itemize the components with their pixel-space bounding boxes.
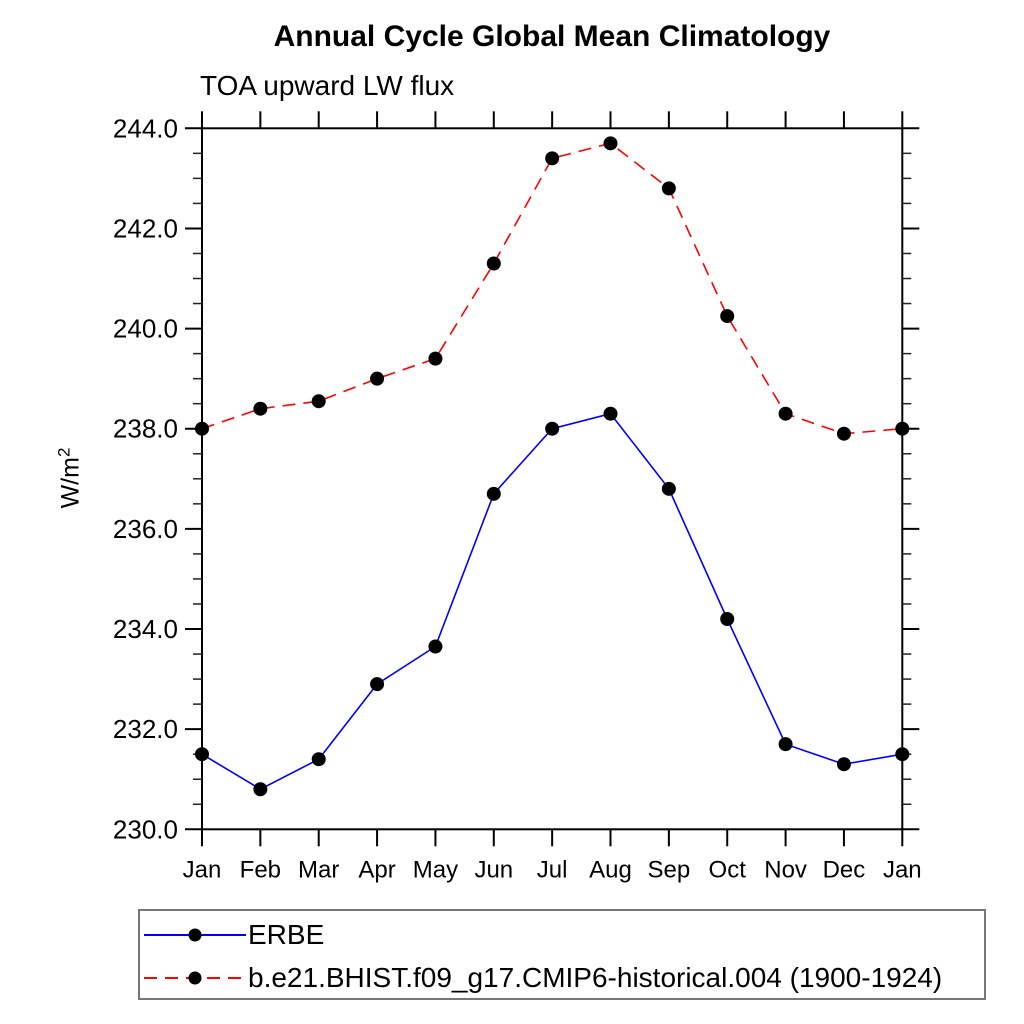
x-tick-label: Aug [589, 856, 632, 883]
data-point-marker [486, 256, 501, 271]
y-axis-label: W/m2 [54, 448, 85, 509]
data-point-marker [836, 426, 851, 441]
data-point-marker [661, 481, 676, 496]
data-point-marker [195, 421, 209, 436]
y-axis-label-text: W/m [56, 457, 85, 509]
legend-item-1: b.e21.BHIST.f09_g17.CMIP6-historical.004… [144, 956, 984, 999]
series-line-0 [201, 412, 903, 791]
data-point-marker [428, 639, 443, 654]
legend-label: b.e21.BHIST.f09_g17.CMIP6-historical.004… [248, 961, 943, 993]
x-tick-label: Jun [474, 856, 513, 883]
series-line-1 [201, 142, 903, 435]
data-point-marker [428, 351, 443, 366]
x-tick-label: Sep [648, 856, 691, 883]
x-tick-label: Nov [764, 856, 807, 883]
data-point-marker [720, 612, 735, 626]
legend-item-0: ERBE [144, 913, 984, 956]
legend-marker [188, 971, 202, 984]
data-point-marker [603, 136, 618, 151]
data-point-marker [545, 421, 560, 436]
data-point-marker [370, 677, 385, 692]
legend-line-sample [144, 971, 246, 984]
x-tick-label: Oct [709, 856, 747, 883]
y-tick-label: 238.0 [113, 414, 178, 444]
x-tick-label: Jul [537, 856, 568, 883]
chart-title: Annual Cycle Global Mean Climatology [273, 20, 831, 53]
data-point-marker [720, 309, 735, 324]
x-tick-label: Jan [183, 856, 222, 883]
x-tick-label: Dec [823, 856, 866, 883]
data-point-marker [778, 737, 793, 752]
y-tick-label: 234.0 [113, 614, 178, 644]
data-point-marker [253, 782, 268, 797]
x-tick-label: Feb [240, 856, 281, 883]
data-point-marker [195, 747, 209, 762]
x-tick-label: Apr [358, 856, 395, 883]
data-point-marker [778, 406, 793, 421]
legend-marker [188, 928, 202, 941]
y-axis-label-superscript: 2 [54, 447, 74, 458]
y-tick-label: 230.0 [113, 814, 178, 844]
data-point-marker [603, 406, 618, 421]
data-point-marker [836, 757, 851, 772]
y-tick-label: 236.0 [113, 514, 178, 544]
data-point-marker [311, 752, 326, 767]
legend-label: ERBE [248, 918, 325, 950]
legend-line-sample [144, 928, 246, 941]
legend-box: ERBE b.e21.BHIST.f09_g17.CMIP6-historical… [138, 909, 986, 1000]
data-point-marker [661, 181, 676, 196]
data-point-marker [253, 401, 268, 416]
y-tick-label: 244.0 [113, 113, 178, 143]
x-tick-label: Mar [298, 856, 339, 883]
data-point-marker [370, 371, 385, 386]
plot-frame [201, 127, 904, 831]
chart-subtitle: TOA upward LW flux [200, 70, 455, 101]
data-point-marker [895, 747, 910, 762]
y-tick-label: 240.0 [113, 314, 178, 344]
data-point-marker [486, 486, 501, 501]
data-point-marker [895, 421, 910, 436]
y-tick-label: 242.0 [113, 213, 178, 243]
x-tick-label: Jan [883, 856, 922, 883]
x-tick-label: May [413, 856, 458, 883]
data-point-marker [311, 394, 326, 409]
y-tick-label: 232.0 [113, 714, 178, 744]
data-point-marker [545, 151, 560, 166]
